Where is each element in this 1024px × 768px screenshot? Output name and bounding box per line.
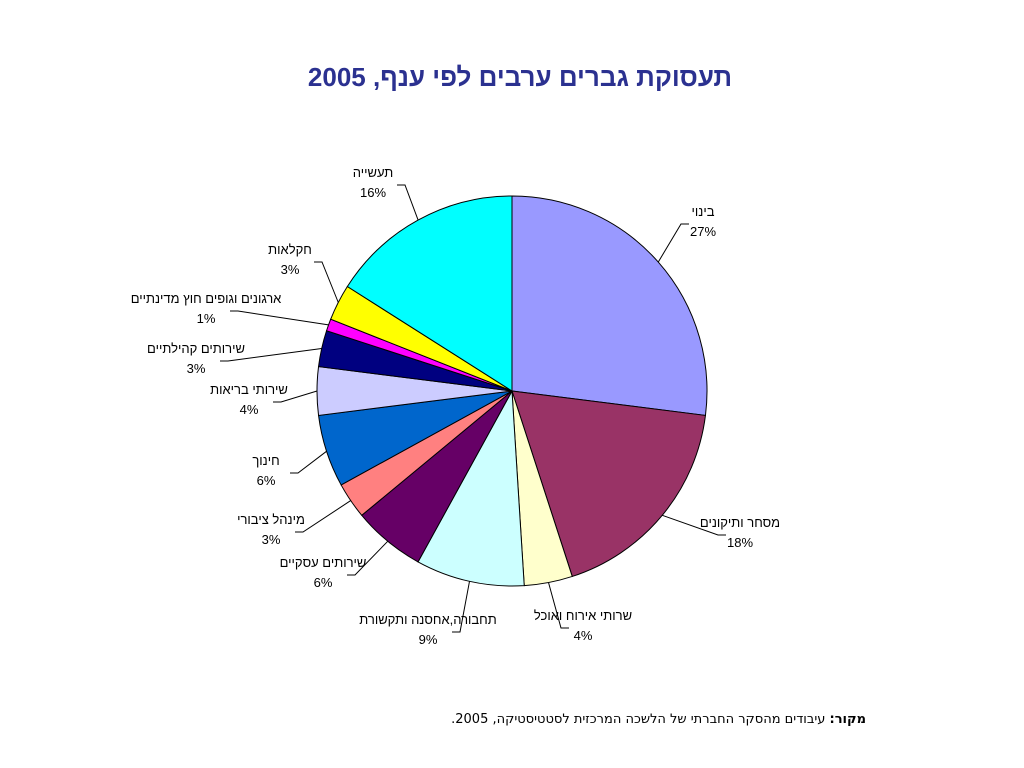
slice-label-name: שירותים קהילתיים (147, 341, 245, 356)
slice-labels: בינוי 27% מסחר ותיקונים 18% שרותי אירוח ואוכ… (131, 165, 780, 647)
pie-slice (346, 195, 513, 392)
leader-line (220, 348, 322, 362)
slice-label-name: תעשייה (353, 165, 394, 180)
slice-label-name: ארגונים וגופים חוץ מדינתיים (131, 291, 282, 306)
slice-label-value: 4% (240, 402, 259, 417)
slice-label-value: 3% (262, 532, 281, 547)
leader-line (290, 450, 327, 474)
chart-title: תעסוקת גברים ערבים לפי ענף, 2005 (307, 62, 733, 92)
slice-label-name: שרותי אירוח ואוכל (534, 608, 632, 623)
leader-line (273, 390, 318, 403)
leader-line (230, 310, 329, 326)
leader-line (314, 261, 339, 303)
leader-lines (220, 184, 726, 633)
leader-line (662, 514, 726, 536)
pie-slice (511, 390, 707, 578)
slice-label-value: 4% (574, 628, 593, 643)
slice-label-value: 16% (360, 185, 386, 200)
leader-line (657, 223, 689, 263)
slice-label-value: 9% (419, 632, 438, 647)
source-note: מקור: עיבודים מהסקר החברתי של הלשכה המרכ… (451, 712, 866, 727)
source-text: עיבודים מהסקר החברתי של הלשכה המרכזית לס… (451, 712, 830, 727)
slice-label-name: שירותים עסקיים (280, 555, 367, 570)
leader-line (452, 581, 470, 633)
slice-label-value: 6% (257, 473, 276, 488)
slice-label-value: 6% (314, 575, 333, 590)
leader-line (548, 582, 569, 629)
leader-line (295, 500, 351, 533)
slice-label-value: 3% (187, 361, 206, 376)
leader-line (397, 184, 419, 221)
source-label: מקור: (829, 712, 866, 727)
slice-label-value: 3% (281, 262, 300, 277)
slice-label-name: בינוי (692, 204, 715, 219)
slice-label-value: 1% (197, 311, 216, 326)
slice-label-name: תחבורה,אחסנה ותקשורת (359, 612, 496, 627)
slice-label-name: חינוך (252, 453, 279, 468)
slice-label-name: שירותי בריאות (210, 382, 288, 397)
pie-slice (511, 195, 708, 416)
leader-line (347, 540, 389, 576)
slice-label-name: חקלאות (268, 242, 312, 257)
slice-label-value: 27% (690, 224, 716, 239)
slice-label-name: מינהל ציבורי (237, 512, 305, 527)
slice-label-name: מסחר ותיקונים (700, 515, 780, 530)
pie-chart: בינוי 27% מסחר ותיקונים 18% שרותי אירוח ואוכ… (131, 165, 780, 647)
slice-label-value: 18% (727, 535, 753, 550)
pie-slices (316, 195, 708, 587)
